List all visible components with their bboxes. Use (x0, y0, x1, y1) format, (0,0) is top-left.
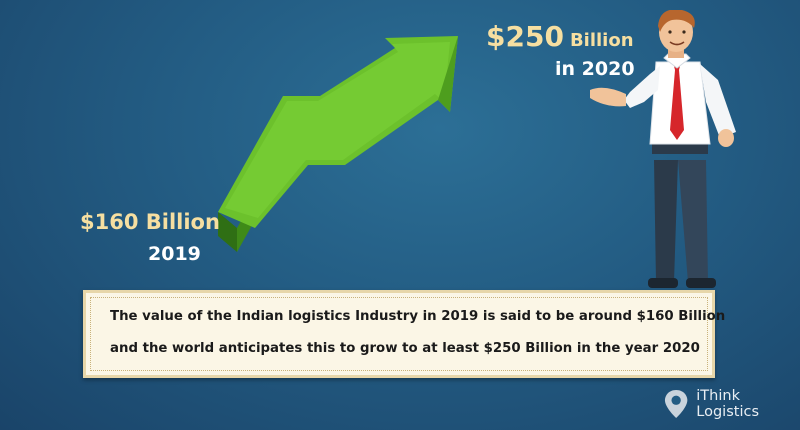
brand-logo: iThink Logistics (664, 388, 800, 420)
hair (658, 10, 695, 32)
shoe-left (648, 278, 678, 288)
arrow-head-dark (438, 36, 458, 112)
end-value: $250 Billion (486, 20, 634, 53)
mouth (669, 41, 685, 46)
shoe-right (686, 278, 716, 288)
start-year: 2019 (148, 243, 201, 265)
eye-left (668, 30, 672, 34)
end-year: in 2020 (555, 58, 635, 80)
belt (652, 142, 708, 154)
end-amount: $250 (486, 20, 564, 53)
hand-right (718, 129, 734, 147)
eye-right (682, 30, 686, 34)
face (659, 12, 693, 52)
trouser-left (654, 160, 678, 282)
location-pin-icon (664, 389, 688, 419)
tie (670, 62, 684, 140)
logo-text: iThink Logistics (696, 388, 760, 420)
arm-right (700, 64, 736, 138)
caption-box: The value of the Indian logistics Indust… (83, 290, 725, 378)
start-value: $160 Billion (80, 210, 220, 234)
caption-line-1: The value of the Indian logistics Indust… (110, 309, 726, 324)
caption-line-2: and the world anticipates this to grow t… (110, 341, 700, 356)
arm-left (624, 66, 660, 108)
end-unit: Billion (569, 30, 634, 51)
hand-left (590, 87, 626, 107)
trouser-right (678, 160, 708, 282)
arrow-side-face (218, 212, 237, 252)
businessman-illustration (590, 10, 736, 288)
caption-border (90, 297, 708, 371)
arrow-highlight (225, 42, 450, 218)
